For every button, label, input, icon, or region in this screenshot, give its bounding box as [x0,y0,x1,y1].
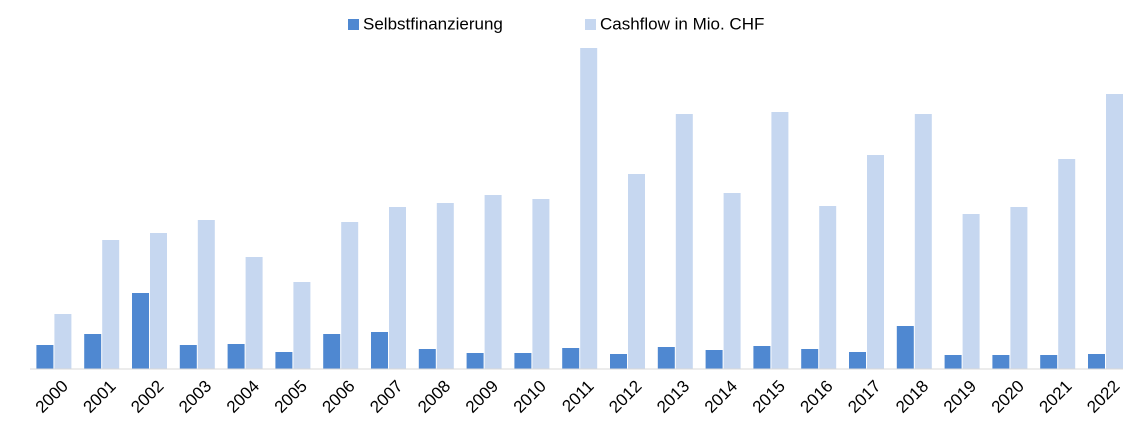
x-tick-label: 2011 [558,377,597,416]
bar [914,114,932,369]
x-tick-label: 2022 [1083,377,1123,417]
x-tick-label: 2001 [80,377,120,417]
x-tick-label: 2018 [892,377,932,417]
bar [628,174,645,369]
bar [418,349,436,369]
bar [389,207,406,369]
x-tick-label: 2002 [127,377,167,417]
bar [150,233,167,369]
bar [610,354,627,369]
bar [657,347,675,369]
x-tick-label: 2004 [223,377,263,417]
bar [705,350,723,369]
bar [1106,94,1123,369]
x-tick-label: 2000 [32,377,72,417]
bar [1088,354,1105,369]
bar [801,349,819,369]
bar [771,112,789,369]
legend-label: Selbstfinanzierung [363,14,503,33]
legend-swatch [348,19,359,30]
bar [341,222,359,369]
bar [197,220,215,369]
bar [1058,159,1076,369]
bar [275,352,293,369]
bar [675,114,693,369]
bar [466,353,484,369]
bar [227,344,245,369]
bar [723,193,741,369]
bar [753,346,771,369]
bar [102,240,120,369]
x-tick-label: 2013 [653,377,693,417]
bar [179,345,197,369]
x-tick-label: 2008 [414,377,454,417]
bar [245,257,263,369]
bar [84,334,102,369]
bar [1010,207,1028,369]
bar [132,293,149,369]
bar [867,155,884,369]
x-tick-label: 2016 [797,377,837,417]
bar [484,195,502,369]
bar [371,332,388,369]
bar [36,345,54,369]
bar [436,203,454,369]
legend-swatch [585,19,596,30]
x-tick-label: 2021 [1036,377,1076,417]
x-tick-label: 2003 [175,377,215,417]
x-tick-label: 2006 [319,377,359,417]
x-tick-label: 2014 [701,377,741,417]
x-tick-label: 2007 [366,377,406,417]
x-tick-label: 2015 [749,377,789,417]
bar [1040,355,1058,369]
x-tick-label: 2020 [988,377,1028,417]
bar [532,199,550,369]
bar [849,352,866,369]
bar [992,355,1010,369]
x-tick-label: 2019 [940,377,980,417]
bar [54,314,72,369]
x-tick-label: 2005 [271,377,311,417]
legend-label: Cashflow in Mio. CHF [600,14,764,33]
x-tick-label: 2010 [510,377,550,417]
bar [962,214,980,369]
bar [580,48,598,369]
bar [562,348,580,369]
x-tick-label: 2009 [462,377,502,417]
x-tick-label: 2017 [844,377,884,417]
bar [323,334,341,369]
x-tick-label: 2012 [605,377,645,417]
bar [514,353,532,369]
bar [944,355,962,369]
bar [293,282,311,369]
bar [819,206,837,369]
bar [896,326,914,369]
